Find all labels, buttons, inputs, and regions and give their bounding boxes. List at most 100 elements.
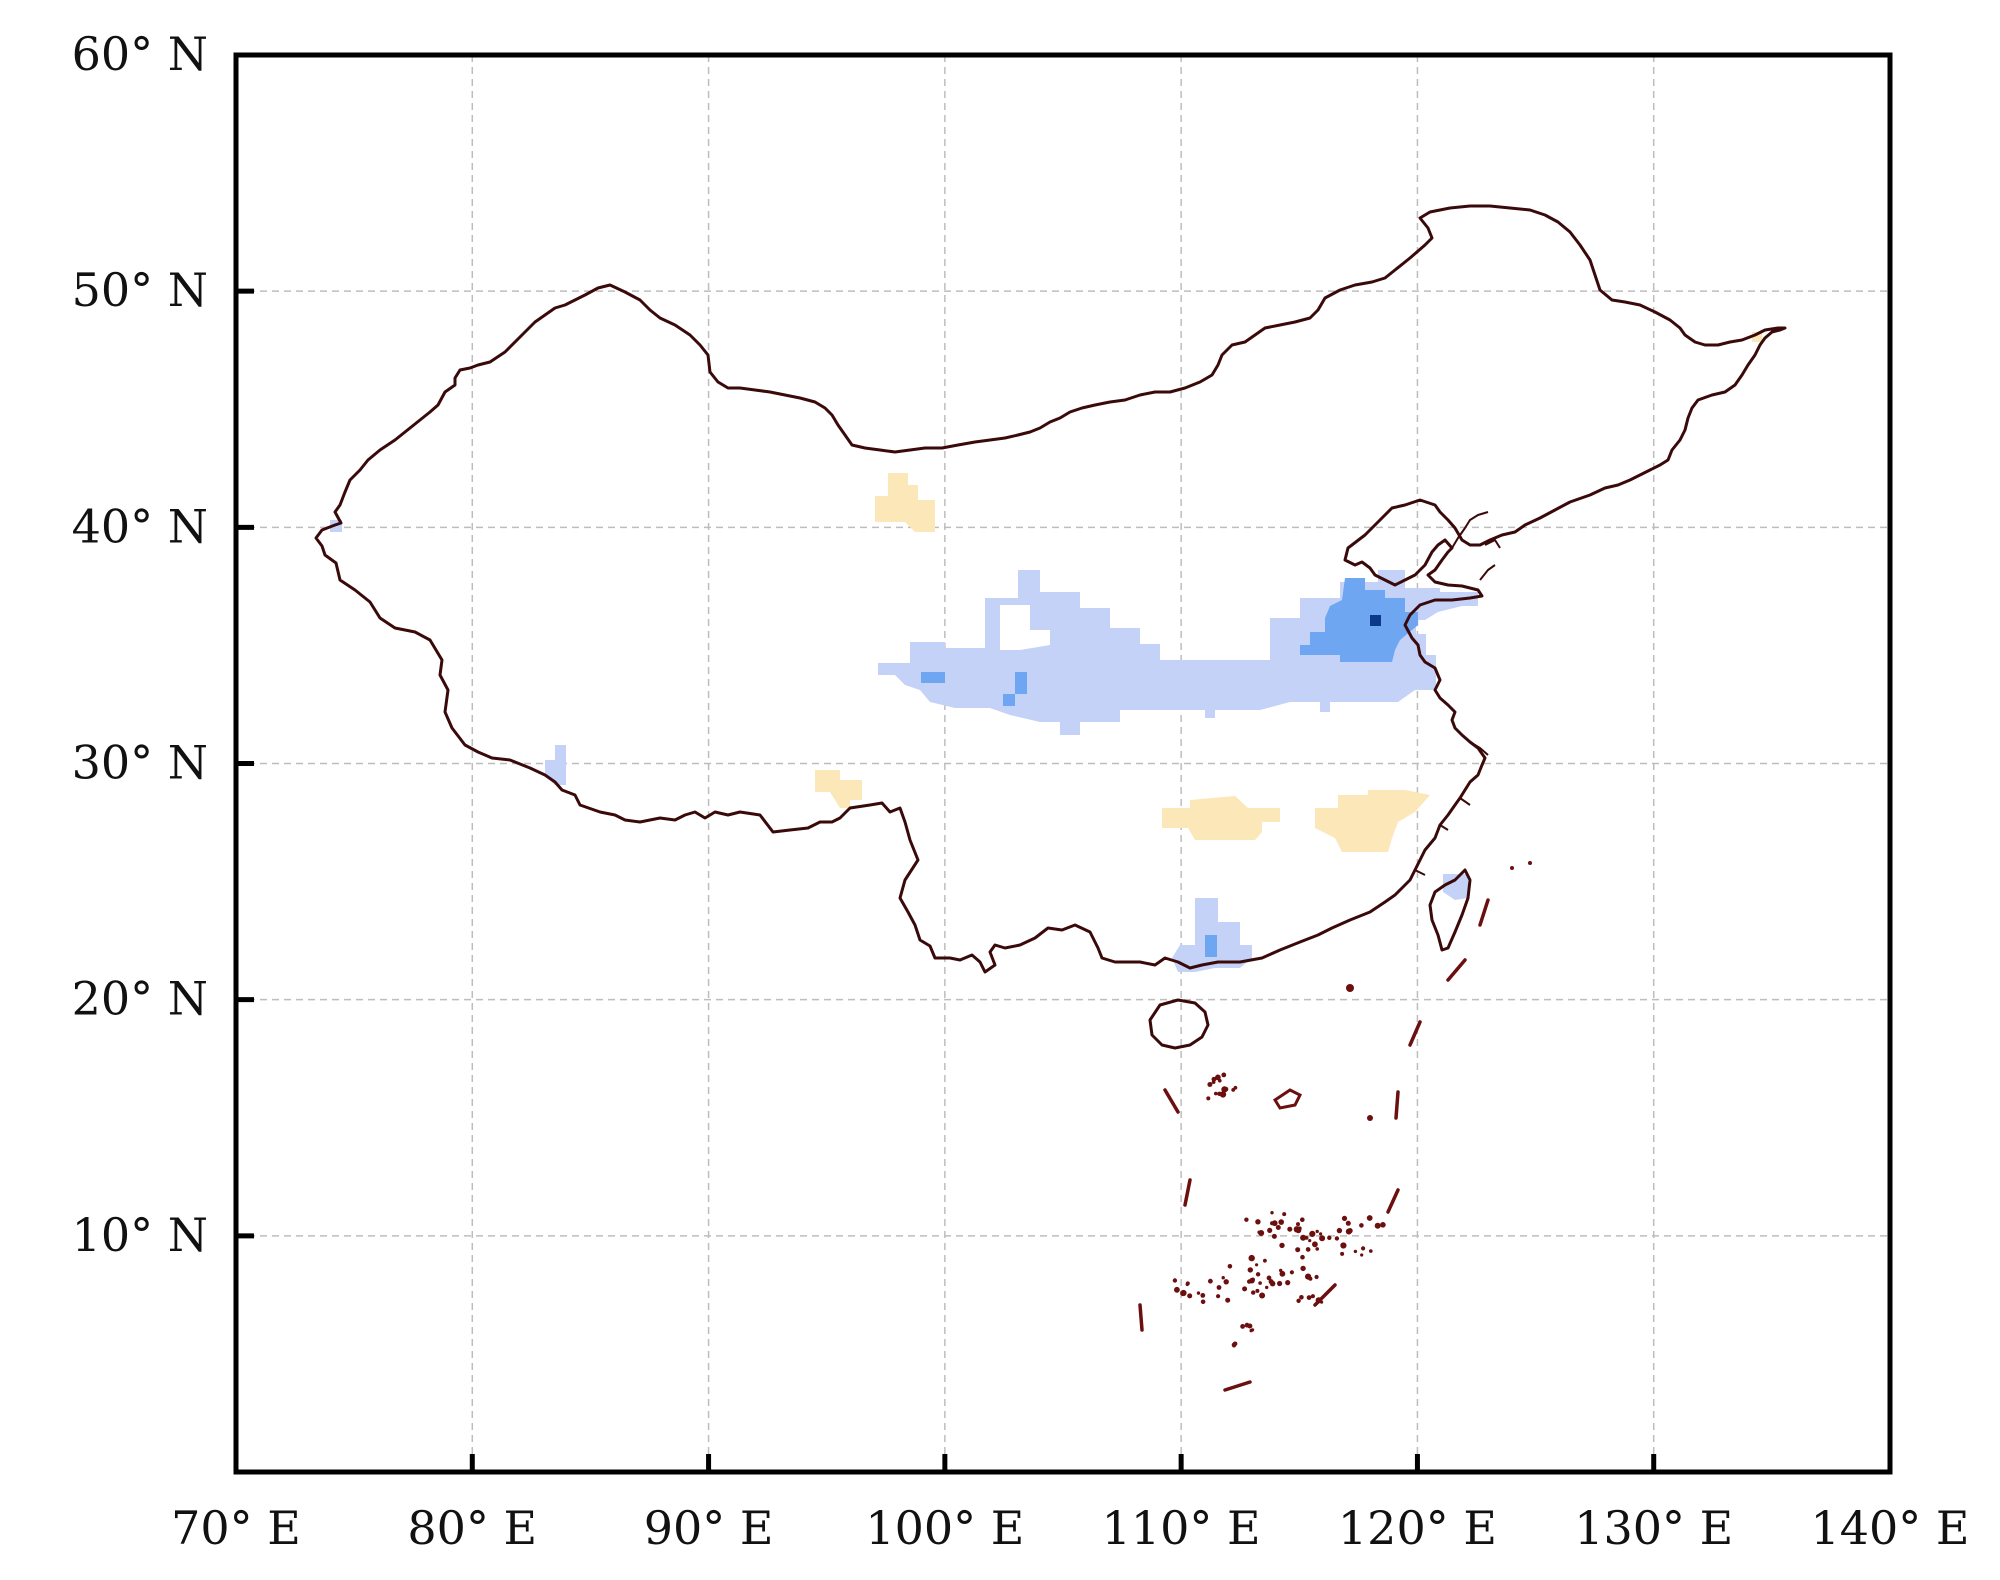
island-dot bbox=[1300, 1217, 1305, 1222]
island-dot bbox=[1304, 1236, 1309, 1240]
island-dot bbox=[1319, 1232, 1323, 1236]
island-dot bbox=[1279, 1268, 1283, 1273]
y-tick-label: 60° N bbox=[72, 27, 208, 81]
island-dot bbox=[1300, 1234, 1307, 1241]
x-tick-label: 130° E bbox=[1574, 1501, 1733, 1555]
island-dot bbox=[1346, 984, 1354, 992]
y-tick-label: 30° N bbox=[72, 736, 208, 790]
island-dot bbox=[1221, 1072, 1227, 1078]
hainan-island bbox=[1148, 998, 1210, 1050]
island-dot bbox=[1174, 1286, 1180, 1293]
y-tick-label: 50° N bbox=[72, 263, 208, 317]
island-dot bbox=[1359, 1223, 1364, 1228]
island-dot bbox=[1270, 1221, 1274, 1226]
taiwan-island bbox=[1428, 868, 1472, 952]
island-dot bbox=[1196, 1291, 1201, 1295]
island-dot bbox=[1255, 1263, 1259, 1267]
island-dot bbox=[1345, 1228, 1352, 1235]
island-dot bbox=[1341, 1215, 1348, 1221]
island-dot bbox=[1300, 1254, 1305, 1260]
island-dot bbox=[1223, 1086, 1229, 1092]
x-tick-label: 140° E bbox=[1810, 1501, 1969, 1555]
island-dot bbox=[1374, 1222, 1381, 1229]
dash-7 bbox=[1223, 1380, 1252, 1392]
island-dot bbox=[1187, 1293, 1193, 1299]
island-dot bbox=[1270, 1211, 1274, 1215]
island-dot bbox=[1269, 1280, 1276, 1287]
island-dot bbox=[1221, 1276, 1225, 1280]
island-dot bbox=[1360, 1253, 1364, 1257]
y-tick-label: 10° N bbox=[72, 1208, 208, 1262]
island-dot bbox=[1297, 1226, 1302, 1231]
island-dot bbox=[1289, 1270, 1294, 1275]
dash-1 bbox=[1478, 898, 1490, 927]
island-dot bbox=[1287, 1226, 1293, 1232]
island-dot bbox=[1280, 1272, 1285, 1277]
island-dot bbox=[1282, 1212, 1287, 1217]
island-dot bbox=[1528, 861, 1532, 865]
island-dot bbox=[1185, 1281, 1190, 1286]
anomaly-patch-yellow-northeast bbox=[1752, 332, 1762, 342]
coastal-detail-north bbox=[1451, 511, 1501, 581]
island-dot bbox=[1217, 1091, 1222, 1097]
island-dot bbox=[1258, 1281, 1262, 1285]
island-dot bbox=[1319, 1235, 1326, 1242]
island-dot bbox=[1278, 1219, 1284, 1225]
island-dot bbox=[1315, 1247, 1319, 1251]
island-dot bbox=[1216, 1294, 1221, 1299]
island-dot bbox=[1247, 1279, 1252, 1284]
island-dot bbox=[1510, 866, 1514, 870]
island-dot bbox=[1263, 1258, 1267, 1263]
island-dot bbox=[1232, 1341, 1238, 1347]
island-dot bbox=[1225, 1297, 1231, 1303]
band-gap bbox=[1000, 605, 1050, 650]
island-dot bbox=[1267, 1227, 1273, 1233]
island-dot bbox=[1308, 1276, 1313, 1281]
zhongsha-island bbox=[1272, 1088, 1303, 1110]
anomaly-patch-yellow-tibet bbox=[815, 770, 862, 808]
island-dot bbox=[1336, 1227, 1343, 1234]
island-dot bbox=[1207, 1082, 1213, 1087]
dash-8 bbox=[1138, 1303, 1144, 1332]
spratly-paracel-islands bbox=[1172, 861, 1532, 1348]
dash-9 bbox=[1183, 1178, 1192, 1207]
island-dot bbox=[1247, 1267, 1254, 1273]
china-borders bbox=[314, 204, 1787, 1050]
island-dot bbox=[1223, 1279, 1229, 1285]
island-dot bbox=[1306, 1295, 1312, 1300]
island-dot bbox=[1244, 1217, 1249, 1222]
x-tick-label: 90° E bbox=[644, 1501, 774, 1555]
y-tick-label: 20° N bbox=[72, 972, 208, 1026]
island-dot bbox=[1315, 1297, 1322, 1304]
island-dot bbox=[1296, 1298, 1301, 1304]
island-dot bbox=[1367, 1115, 1373, 1121]
island-dot bbox=[1296, 1222, 1300, 1227]
island-dot bbox=[1250, 1328, 1255, 1332]
island-dot bbox=[1255, 1272, 1261, 1277]
island-dot bbox=[1340, 1242, 1347, 1249]
anomaly-patch-north-china bbox=[1300, 578, 1418, 662]
y-tick-label: 40° N bbox=[72, 499, 208, 553]
island-dot bbox=[1305, 1247, 1311, 1252]
island-dot bbox=[1247, 1323, 1253, 1329]
island-dot bbox=[1216, 1285, 1222, 1290]
anomaly-patches bbox=[330, 332, 1762, 972]
island-dot bbox=[1353, 1249, 1358, 1254]
anomaly-patch-mid-west-1 bbox=[921, 672, 945, 683]
island-dot bbox=[1215, 1074, 1221, 1081]
anomaly-patch-mid-west-3 bbox=[1003, 694, 1015, 706]
island-dot bbox=[1214, 1091, 1218, 1096]
island-dot bbox=[1310, 1294, 1315, 1299]
island-dot bbox=[1366, 1215, 1373, 1221]
island-dot bbox=[1271, 1233, 1277, 1239]
island-dot bbox=[1227, 1264, 1233, 1269]
island-dot bbox=[1233, 1085, 1238, 1090]
anomaly-patch-yellow-east bbox=[1315, 790, 1430, 852]
island-dot bbox=[1211, 1080, 1216, 1084]
island-dot bbox=[1206, 1096, 1211, 1101]
island-dot bbox=[1308, 1239, 1312, 1243]
island-dot bbox=[1255, 1288, 1260, 1293]
island-dot bbox=[1340, 1251, 1345, 1256]
island-dot bbox=[1285, 1280, 1291, 1286]
